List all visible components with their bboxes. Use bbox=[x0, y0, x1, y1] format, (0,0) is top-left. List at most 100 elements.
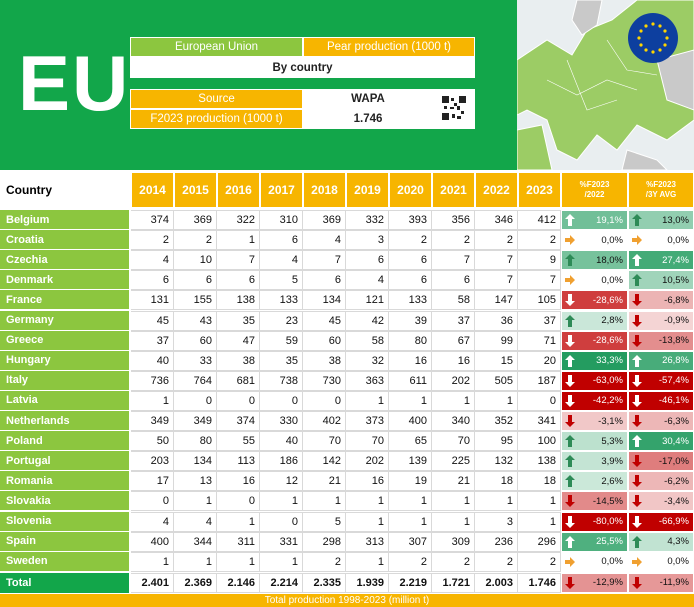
production-value: 55 bbox=[217, 431, 260, 452]
arrow-shape bbox=[565, 275, 575, 286]
trend-arrow bbox=[632, 495, 642, 508]
production-value: 1 bbox=[174, 551, 217, 572]
production-value: 16 bbox=[217, 471, 260, 492]
trend-arrow bbox=[565, 334, 575, 347]
trend-arrow bbox=[632, 475, 642, 488]
percent-change: 19,1% bbox=[561, 210, 628, 231]
production-value: 6 bbox=[131, 270, 174, 291]
production-value: 70 bbox=[346, 431, 389, 452]
column-header: 2019 bbox=[346, 172, 389, 208]
production-value: 2 bbox=[432, 551, 475, 572]
production-value: 344 bbox=[174, 531, 217, 552]
forecast: 1.746 bbox=[303, 109, 433, 129]
production-value: 13 bbox=[174, 471, 217, 492]
percent-change: -11,9% bbox=[628, 572, 694, 593]
trend-arrow bbox=[565, 556, 575, 567]
total-value: 2.369 bbox=[174, 572, 217, 593]
production-value: 187 bbox=[518, 370, 561, 391]
percent-change: 0,0% bbox=[561, 551, 628, 572]
trend-arrow bbox=[632, 374, 642, 387]
production-value: 6 bbox=[389, 270, 432, 291]
production-value: 7 bbox=[217, 250, 260, 271]
production-value: 0 bbox=[217, 390, 260, 411]
trend-arrow bbox=[565, 394, 575, 407]
percent-change: -46,1% bbox=[628, 390, 694, 411]
production-value: 681 bbox=[217, 370, 260, 391]
production-value: 346 bbox=[475, 210, 518, 231]
country: Denmark bbox=[0, 270, 129, 290]
production-value: 5 bbox=[260, 270, 303, 291]
arrow-shape bbox=[565, 214, 575, 226]
production-value: 58 bbox=[432, 290, 475, 311]
arrow-shape bbox=[565, 455, 575, 468]
percent-change: -17,0% bbox=[628, 451, 694, 472]
production-value: 363 bbox=[346, 370, 389, 391]
trend-arrow bbox=[632, 314, 642, 327]
arrow-shape bbox=[632, 374, 642, 387]
production-value: 71 bbox=[518, 330, 561, 351]
production-value: 2 bbox=[389, 551, 432, 572]
production-value: 39 bbox=[389, 310, 432, 331]
region: European Union bbox=[130, 37, 303, 57]
total-value: 2.214 bbox=[260, 572, 303, 593]
percent-change: -0,9% bbox=[628, 310, 694, 331]
production-value: 738 bbox=[260, 370, 303, 391]
production-value: 132 bbox=[475, 451, 518, 472]
trend-arrow bbox=[565, 314, 575, 327]
production-value: 402 bbox=[303, 411, 346, 432]
production-value: 3 bbox=[475, 511, 518, 532]
arrow-shape bbox=[632, 314, 642, 327]
production-value: 38 bbox=[303, 350, 346, 371]
arrow-shape bbox=[632, 535, 642, 548]
production-value: 10 bbox=[174, 250, 217, 271]
trend-arrow bbox=[565, 535, 575, 548]
trend-arrow bbox=[565, 435, 575, 448]
country: France bbox=[0, 290, 129, 310]
production-value: 349 bbox=[131, 411, 174, 432]
production-value: 764 bbox=[174, 370, 217, 391]
arrow-shape bbox=[565, 535, 575, 548]
country: Greece bbox=[0, 330, 129, 350]
production-value: 1 bbox=[260, 491, 303, 512]
production-value: 4 bbox=[131, 511, 174, 532]
arrow-shape bbox=[632, 415, 642, 427]
production-value: 374 bbox=[131, 210, 174, 231]
production-value: 186 bbox=[260, 451, 303, 472]
forecast-label: F2023 production (1000 t) bbox=[130, 109, 303, 129]
trend-arrow bbox=[632, 556, 642, 567]
production-value: 202 bbox=[432, 370, 475, 391]
arrow-shape bbox=[632, 475, 642, 488]
logo: EU bbox=[18, 39, 131, 127]
production-value: 373 bbox=[346, 411, 389, 432]
production-value: 393 bbox=[389, 210, 432, 231]
percent-change: 4,3% bbox=[628, 531, 694, 552]
production-value: 43 bbox=[174, 310, 217, 331]
production-value: 47 bbox=[217, 330, 260, 351]
percent-change: 10,5% bbox=[628, 270, 694, 291]
production-value: 95 bbox=[475, 431, 518, 452]
production-value: 6 bbox=[260, 230, 303, 251]
production-value: 313 bbox=[346, 531, 389, 552]
production-value: 4 bbox=[346, 270, 389, 291]
arrow-shape bbox=[565, 576, 575, 589]
percent-change: 5,3% bbox=[561, 431, 628, 452]
total-value: 2.146 bbox=[217, 572, 260, 593]
production-value: 134 bbox=[174, 451, 217, 472]
production-value: 400 bbox=[131, 531, 174, 552]
production-value: 225 bbox=[432, 451, 475, 472]
production-value: 38 bbox=[217, 350, 260, 371]
production-value: 356 bbox=[432, 210, 475, 231]
arrow-shape bbox=[565, 475, 575, 488]
country: Poland bbox=[0, 431, 129, 451]
trend-arrow bbox=[632, 415, 642, 427]
production-value: 16 bbox=[346, 471, 389, 492]
country: Netherlands bbox=[0, 411, 129, 431]
arrow-shape bbox=[632, 214, 642, 226]
arrow-shape bbox=[565, 294, 575, 307]
total-value: 2.003 bbox=[475, 572, 518, 593]
total-value: 1.721 bbox=[432, 572, 475, 593]
production-value: 16 bbox=[389, 350, 432, 371]
production-value: 60 bbox=[303, 330, 346, 351]
percent-change: 0,0% bbox=[561, 270, 628, 291]
production-value: 37 bbox=[518, 310, 561, 331]
